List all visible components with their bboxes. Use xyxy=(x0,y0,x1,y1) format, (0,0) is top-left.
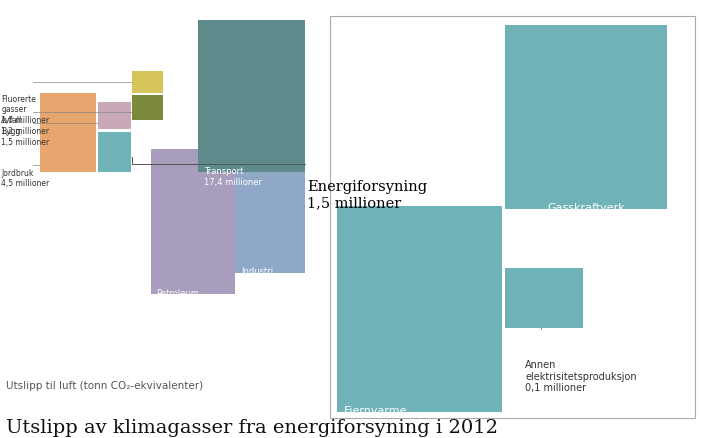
Text: Fjernvarme
0,8 millioner: Fjernvarme 0,8 millioner xyxy=(344,406,414,428)
Bar xyxy=(198,21,305,173)
Bar xyxy=(98,132,131,173)
Bar xyxy=(330,17,695,418)
Bar xyxy=(151,149,235,294)
Text: Annen
elektrisitetsproduksjon
0,1 millioner: Annen elektrisitetsproduksjon 0,1 millio… xyxy=(525,359,637,392)
Text: Transport
17,4 millioner: Transport 17,4 millioner xyxy=(204,166,262,187)
Bar xyxy=(40,94,96,173)
Text: Utslipp til luft (tonn CO₂-ekvivalenter): Utslipp til luft (tonn CO₂-ekvivalenter) xyxy=(6,380,203,390)
Text: Fluorerte
gasser
1,0 millioner: Fluorerte gasser 1,0 millioner xyxy=(1,95,50,124)
Text: Gasskraftverk
0,6 millioner: Gasskraftverk 0,6 millioner xyxy=(548,203,625,225)
Bar xyxy=(505,269,583,328)
Bar xyxy=(337,207,502,412)
Bar xyxy=(132,95,163,120)
Text: Jordbruk
4,5 millioner: Jordbruk 4,5 millioner xyxy=(1,169,50,188)
Bar xyxy=(98,102,131,130)
Text: Avfall
1,2 millioner: Avfall 1,2 millioner xyxy=(1,116,49,135)
Bar xyxy=(132,72,163,94)
Text: Industri
11,7 millioner: Industri 11,7 millioner xyxy=(241,267,299,287)
Text: Bygg
1,5 millioner: Bygg 1,5 millioner xyxy=(1,127,50,147)
Text: Petroleum
13,7 millioner: Petroleum 13,7 millioner xyxy=(157,288,215,308)
Text: Utslipp av klimagasser fra energiforsyning i 2012: Utslipp av klimagasser fra energiforsyni… xyxy=(6,418,498,436)
Text: Energiforsyning
1,5 millioner: Energiforsyning 1,5 millioner xyxy=(307,179,427,209)
Bar xyxy=(235,149,305,273)
Bar xyxy=(505,25,667,209)
